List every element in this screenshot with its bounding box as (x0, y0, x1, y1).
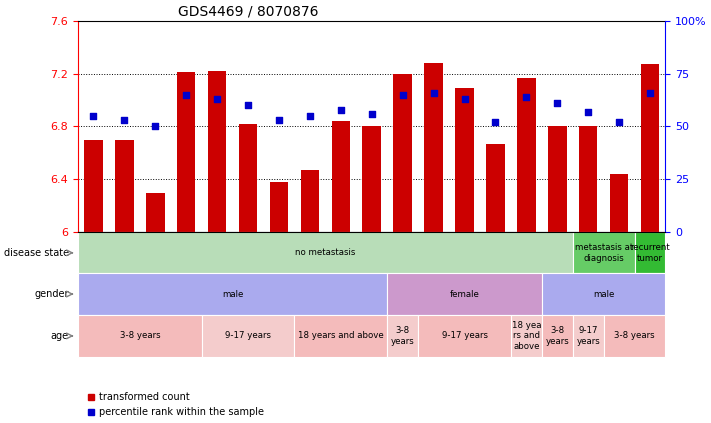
Point (552, 100, 563, 107)
Text: male: male (222, 290, 243, 299)
Text: recurrent
tumor: recurrent tumor (630, 243, 670, 263)
Bar (542, 273, 665, 315)
Bar (641, 64, 659, 232)
Text: female: female (449, 290, 479, 299)
Bar (115, 140, 134, 232)
Bar (78, 273, 387, 315)
Bar (418, 315, 511, 357)
Bar (579, 126, 597, 232)
Text: male: male (593, 290, 614, 299)
Bar (517, 77, 535, 232)
Bar (610, 174, 629, 232)
Point (459, 96, 470, 102)
Text: no metastasis: no metastasis (295, 248, 356, 257)
Text: 3-8
years: 3-8 years (391, 326, 415, 346)
Point (273, 117, 284, 124)
Bar (363, 126, 381, 232)
Bar (331, 121, 350, 232)
Point (119, 117, 130, 124)
Bar (301, 170, 319, 232)
Text: metastasis at
diagnosis: metastasis at diagnosis (574, 243, 633, 263)
Bar (202, 315, 294, 357)
Point (520, 93, 532, 100)
Bar (604, 315, 665, 357)
Point (149, 123, 161, 130)
Bar (78, 315, 202, 357)
Bar (634, 232, 665, 273)
Text: 3-8 years: 3-8 years (614, 331, 655, 341)
Text: 18 yea
rs and
above: 18 yea rs and above (512, 321, 541, 351)
Point (87, 113, 99, 119)
Point (614, 119, 625, 126)
Point (644, 89, 656, 96)
Bar (294, 315, 387, 357)
Bar (573, 315, 604, 357)
Text: disease state: disease state (4, 248, 69, 258)
Bar (78, 232, 573, 273)
Text: 18 years and above: 18 years and above (298, 331, 384, 341)
Point (582, 108, 594, 115)
Bar (239, 124, 257, 232)
Point (211, 96, 223, 102)
Bar (424, 63, 443, 232)
Point (490, 119, 501, 126)
Bar (573, 232, 634, 273)
Point (181, 91, 192, 98)
Text: 9-17 years: 9-17 years (442, 331, 488, 341)
Text: age: age (50, 331, 69, 341)
Text: GDS4469 / 8070876: GDS4469 / 8070876 (178, 4, 319, 18)
Bar (542, 315, 573, 357)
Text: 9-17 years: 9-17 years (225, 331, 271, 341)
Point (397, 91, 408, 98)
Bar (393, 74, 412, 232)
Bar (84, 140, 102, 232)
Bar (455, 88, 474, 232)
Point (304, 113, 316, 119)
Bar (387, 315, 418, 357)
Bar (486, 144, 505, 232)
Legend: transformed count, percentile rank within the sample: transformed count, percentile rank withi… (83, 388, 268, 421)
Text: 3-8 years: 3-8 years (119, 331, 160, 341)
Bar (208, 71, 226, 232)
Point (428, 89, 439, 96)
Bar (548, 126, 567, 232)
Point (335, 106, 346, 113)
Text: 9-17
years: 9-17 years (577, 326, 600, 346)
Text: gender: gender (34, 289, 69, 299)
Bar (387, 273, 542, 315)
Bar (269, 182, 288, 232)
Bar (146, 192, 164, 232)
Bar (177, 72, 196, 232)
Point (366, 110, 378, 117)
Bar (511, 315, 542, 357)
Point (242, 102, 254, 109)
Text: 3-8
years: 3-8 years (545, 326, 569, 346)
